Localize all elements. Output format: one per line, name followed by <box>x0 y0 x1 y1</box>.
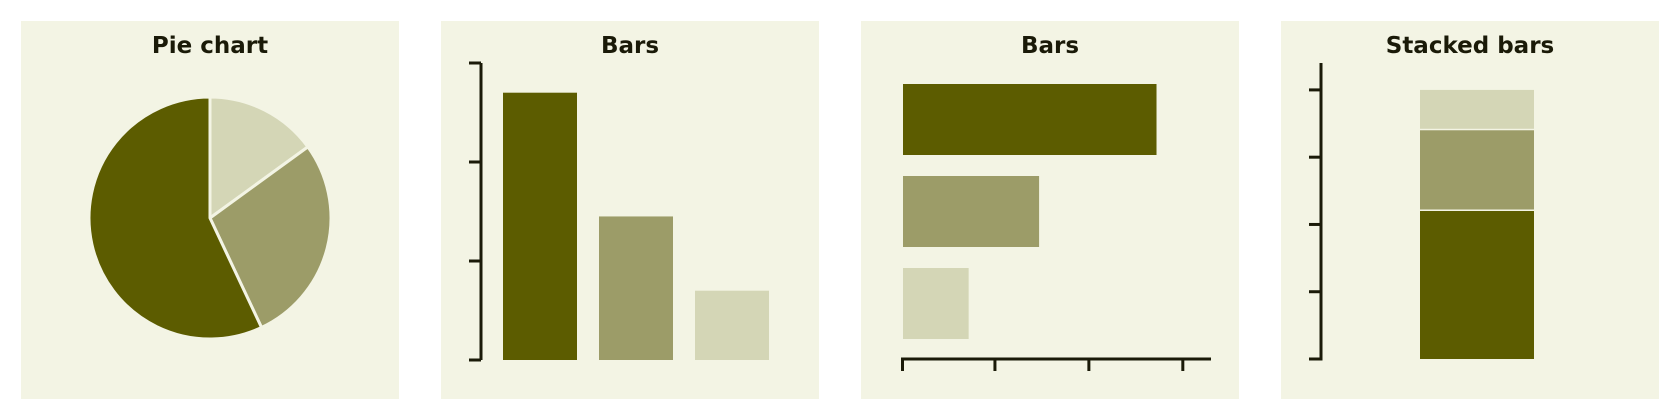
pie-chart-panel: Pie chart <box>21 21 399 399</box>
vertical-bars-panel: Bars <box>441 21 819 399</box>
pie-slice <box>208 95 310 220</box>
stacked-bar-chart <box>1309 63 1534 361</box>
horizontal-bars-panel: Bars <box>861 21 1239 399</box>
chart-title: Stacked bars <box>1385 33 1555 59</box>
stacked-segment <box>1420 130 1534 210</box>
bar <box>695 290 769 360</box>
stacked-segment <box>1420 211 1534 359</box>
bar <box>903 176 1040 247</box>
bar <box>903 268 969 339</box>
pie-slice <box>208 145 333 329</box>
stacked-bars-panel: Stacked bars <box>1281 21 1659 399</box>
chart-title: Bars <box>1020 33 1080 59</box>
chart-title: Pie chart <box>151 33 269 59</box>
pie-slice <box>87 95 264 341</box>
stacked-segment <box>1420 89 1534 129</box>
bar <box>903 84 1157 155</box>
horizontal-bar-chart <box>901 84 1211 371</box>
bar <box>503 92 577 360</box>
vertical-bar-chart <box>469 61 769 362</box>
pie-chart <box>87 95 333 341</box>
chart-title: Bars <box>600 33 660 59</box>
bar <box>599 216 673 360</box>
